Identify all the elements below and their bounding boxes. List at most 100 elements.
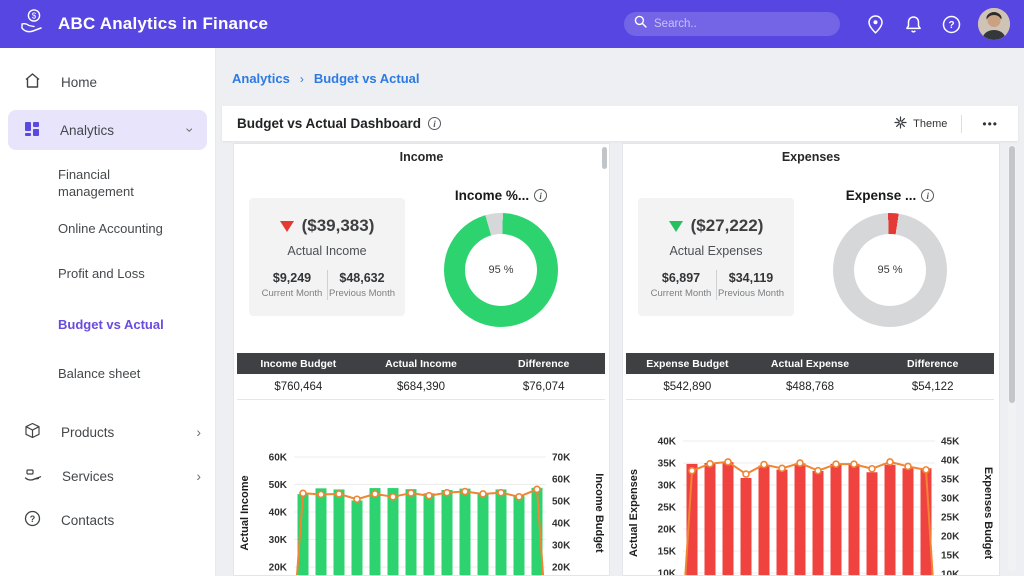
more-options-button[interactable]: ••• [982,116,998,131]
info-icon[interactable]: i [534,189,548,202]
sidebar-item-profit-and-loss[interactable]: Profit and Loss [58,266,145,281]
breadcrumb-analytics[interactable]: Analytics [232,71,290,86]
sidebar-item-products[interactable]: Products › [0,412,215,452]
income-donut-block: Income %... i 95 % [416,188,586,327]
actual-income-value: $684,390 [397,380,445,393]
svg-text:30K: 30K [552,541,571,552]
income-kpi-card: ($39,383) Actual Income $9,249 Current M… [249,198,405,316]
income-panel: Income ($39,383) Actual Income $9,249 Cu… [233,143,610,576]
income-panel-scrollbar[interactable] [602,147,607,169]
decrease-triangle-icon [668,220,683,232]
previous-month-stat: $48,632 Previous Month [328,271,397,299]
column-header: Income Budget [260,357,337,370]
svg-text:60K: 60K [552,475,571,486]
income-trend-chart[interactable]: 60K50K40K30K20K10K70K60K50K40K30K20K10KA… [236,433,608,575]
income-percent-donut-chart[interactable]: 95 % [444,213,558,327]
analytics-submenu: Financial management Online Accounting P… [0,150,215,402]
svg-text:25K: 25K [658,503,677,514]
finance-hand-coin-logo-icon: $ [18,7,48,42]
svg-text:40K: 40K [941,456,960,467]
search-icon [634,15,647,33]
theme-button[interactable]: Theme [894,115,948,132]
svg-text:30K: 30K [658,481,677,492]
sidebar-item-home[interactable]: Home [0,62,215,102]
dashboard-grid-icon [24,121,40,140]
sidebar-item-financial-management[interactable]: Financial management [58,167,134,199]
sidebar-item-budget-vs-actual[interactable]: Budget vs Actual [58,317,164,332]
contacts-icon: ? [24,510,41,530]
current-month-value: $6,897 [661,271,701,285]
svg-text:20K: 20K [658,525,677,536]
chevron-right-icon: › [196,468,201,484]
sidebar-item-services[interactable]: Services › [0,456,215,496]
expenses-summary-table: Expense Budget Actual Expense Difference… [626,353,994,400]
current-month-value: $9,249 [272,271,312,285]
sidebar-item-online-accounting[interactable]: Online Accounting [58,221,163,236]
income-summary-table: Income Budget Actual Income Difference $… [237,353,605,400]
main-scrollbar-thumb[interactable] [1009,146,1015,403]
theme-button-label: Theme [913,117,948,130]
expenses-trend-chart[interactable]: 40K 35K 30K 25K 20K 15K 10K 45K 40K 35K 30K 25K 20K 1… [625,433,997,576]
sidebar-item-label: Services [62,468,114,484]
info-icon[interactable]: i [428,117,442,130]
sidebar-item-balance-sheet[interactable]: Balance sheet [58,366,141,381]
column-header: Expense Budget [646,357,729,370]
previous-month-stat: $34,119 Previous Month [717,271,786,299]
divider [961,114,963,133]
expense-difference-value: $54,122 [911,380,954,393]
table-row: $542,890 $488,768 $54,122 [626,374,994,400]
svg-text:15K: 15K [658,547,677,558]
current-month-label: Current Month [261,288,323,299]
previous-month-value: $48,632 [339,271,385,285]
dashboard-title-bar: Budget vs Actual Dashboard i Theme ••• [222,106,1018,141]
expenses-panel-title: Expenses [781,150,841,164]
expenses-panel: Expenses ($27,222) Actual Expenses $6,89… [622,143,1000,576]
expense-budget-value: $542,890 [663,380,712,393]
svg-text:?: ? [30,514,36,524]
search-input[interactable] [654,18,814,30]
svg-text:20K: 20K [941,532,960,543]
search-bar[interactable] [624,12,840,36]
brand: $ ABC Analytics in Finance [0,7,268,42]
previous-month-label: Previous Month [328,288,395,299]
sidebar-item-contacts[interactable]: ? Contacts [0,500,215,540]
income-panel-title: Income [399,150,444,164]
column-header: Actual Income [385,357,457,370]
previous-month-label: Previous Month [717,288,784,299]
user-avatar[interactable] [978,8,1010,40]
svg-text:Income Budget: Income Budget [593,473,605,553]
location-pin-icon[interactable] [865,14,885,34]
info-icon[interactable]: i [921,189,935,202]
app-title: ABC Analytics in Finance [58,14,269,33]
expenses-donut-block: Expense ... i 95 % [805,188,975,327]
column-header: Difference [907,357,959,370]
divider [715,270,717,300]
svg-text:Actual Expenses: Actual Expenses [628,469,640,557]
svg-text:Actual Income: Actual Income [239,475,251,550]
help-icon[interactable]: ? [941,14,961,34]
current-month-stat: $6,897 Current Month [647,271,716,299]
svg-text:60K: 60K [269,453,288,464]
svg-text:$: $ [32,11,37,20]
notifications-bell-icon[interactable] [903,14,923,34]
home-icon [24,72,41,92]
expenses-donut-title: Expense ... [845,188,917,203]
svg-text:40K: 40K [552,519,571,530]
svg-text:50K: 50K [552,497,571,508]
expenses-donut-center-label: 95 % [877,264,903,276]
app-header: $ ABC Analytics in Finance ? [0,0,1024,48]
main-scrollbar[interactable] [1008,145,1016,572]
decrease-triangle-icon [279,220,294,232]
expense-percent-donut-chart[interactable]: 95 % [833,213,947,327]
svg-text:?: ? [948,20,954,31]
svg-text:10K: 10K [658,569,677,576]
expenses-kpi-label: Actual Expenses [669,244,763,258]
svg-text:70K: 70K [552,453,571,464]
table-header-row: Income Budget Actual Income Difference [237,353,605,374]
actual-expense-value: $488,768 [786,380,834,393]
sidebar-item-analytics[interactable]: Analytics › [8,110,207,150]
svg-text:30K: 30K [269,535,288,546]
current-month-stat: $9,249 Current Month [258,271,327,299]
svg-text:50K: 50K [269,480,288,491]
svg-text:Expenses Budget: Expenses Budget [982,467,994,560]
